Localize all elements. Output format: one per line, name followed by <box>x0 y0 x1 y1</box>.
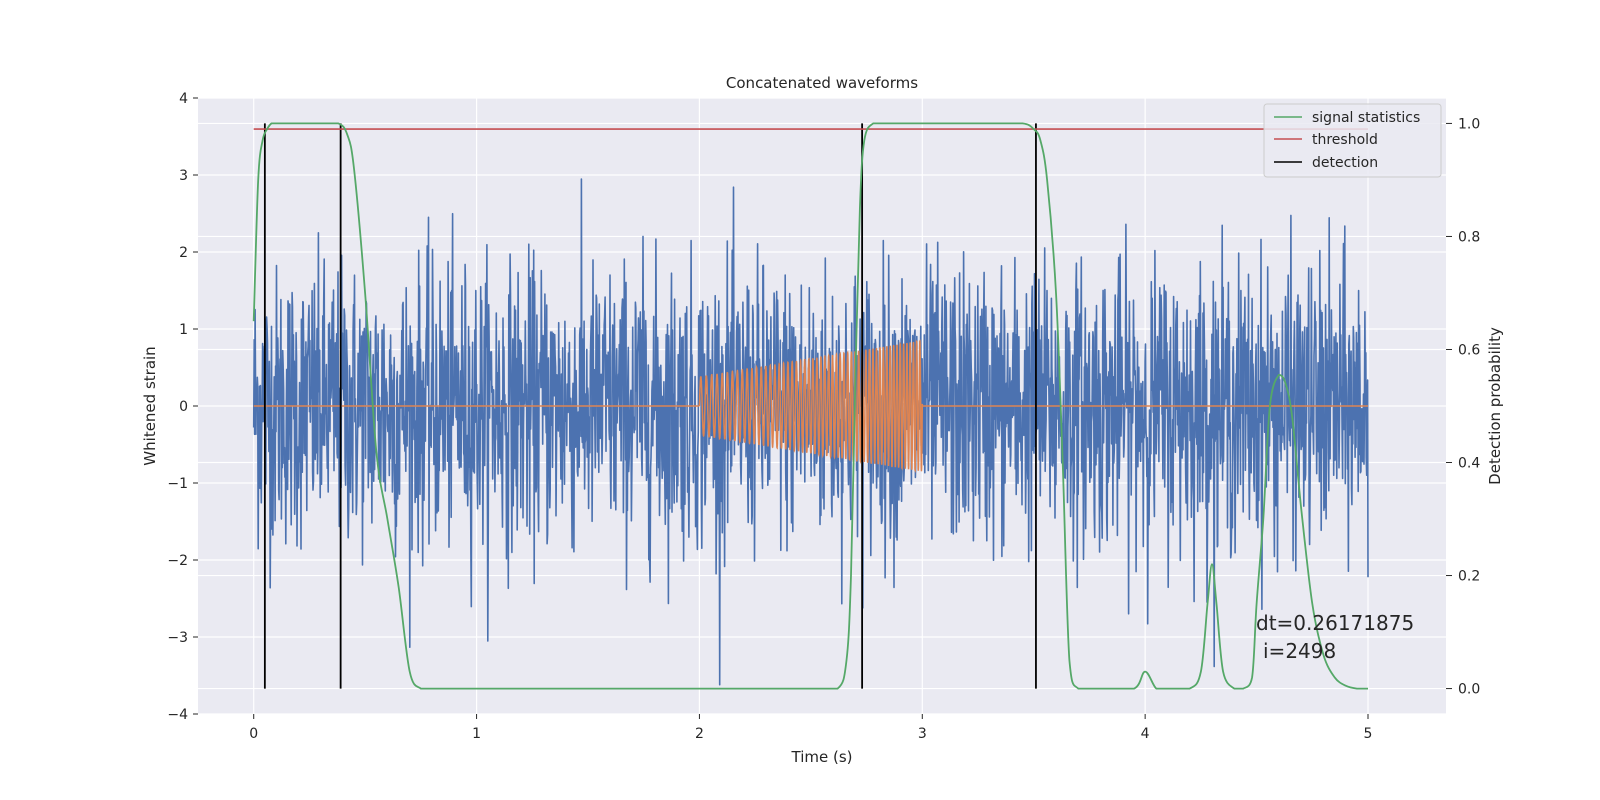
y2-axis-label: Detection probability <box>1486 327 1504 485</box>
legend: signal statistics threshold detection <box>1263 103 1442 178</box>
x-tick-label: 4 <box>1141 726 1150 742</box>
y-axis-label: Whitened strain <box>141 346 159 465</box>
y-tick-label: −3 <box>167 630 188 646</box>
y-tick-label: −4 <box>167 707 188 723</box>
y-tick-label: −2 <box>167 553 188 569</box>
x-axis-label: Time (s) <box>791 748 853 766</box>
y2-tick-label: 0.0 <box>1458 682 1480 698</box>
y-tick-label: −1 <box>167 476 188 492</box>
y2-tick-label: 0.4 <box>1458 456 1480 472</box>
x-tick-label: 0 <box>249 726 258 742</box>
legend-box <box>1263 103 1442 178</box>
signal-statistics-series <box>252 122 1368 690</box>
annotation-i: i=2498 <box>1263 639 1336 663</box>
x-tick-label: 3 <box>918 726 927 742</box>
injection-series <box>253 339 1368 473</box>
legend-label-signal: signal statistics <box>1312 110 1420 126</box>
signal-statistics-line <box>252 122 1368 690</box>
y-ticks: −4 −3 −2 −1 0 1 2 3 4 <box>167 91 198 723</box>
legend-label-detection: detection <box>1312 155 1378 171</box>
x-tick-label: 5 <box>1364 726 1373 742</box>
x-ticks: 0 1 2 3 4 5 <box>249 714 1372 742</box>
y-tick-label: 3 <box>179 168 188 184</box>
x-tick-label: 1 <box>472 726 481 742</box>
legend-label-threshold: threshold <box>1312 132 1378 148</box>
y2-tick-label: 0.8 <box>1458 229 1480 245</box>
y2-tick-label: 0.6 <box>1458 342 1480 358</box>
y-tick-label: 4 <box>179 91 188 107</box>
detection-lines <box>263 123 1037 689</box>
chart-title: Concatenated waveforms <box>726 74 918 92</box>
y2-tick-label: 0.2 <box>1458 569 1480 585</box>
y2-ticks: 0.0 0.2 0.4 0.6 0.8 1.0 <box>1446 116 1480 698</box>
y-tick-label: 1 <box>179 322 188 338</box>
injection-line <box>253 339 1368 473</box>
annotation-dt: dt=0.26171875 <box>1256 611 1414 635</box>
x-tick-label: 2 <box>695 726 704 742</box>
y-tick-label: 0 <box>179 399 188 415</box>
y2-tick-label: 1.0 <box>1458 116 1480 132</box>
y-tick-label: 2 <box>179 245 188 261</box>
